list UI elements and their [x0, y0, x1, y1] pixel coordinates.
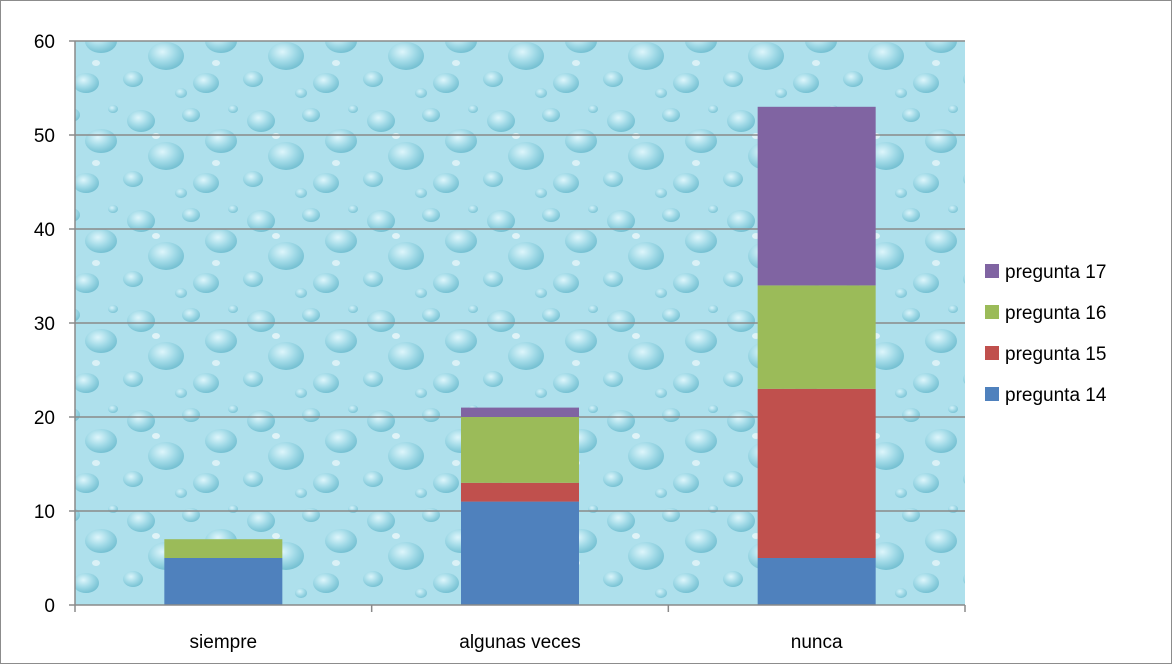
- bar-segment-algunas-veces-pregunta-17: [461, 407, 579, 417]
- y-tick-label-40: 40: [34, 220, 55, 241]
- legend: pregunta 17 pregunta 16 pregunta 15 pregunt…: [985, 262, 1107, 406]
- bar-segment-nunca-pregunta-15: [757, 388, 876, 558]
- x-tick-label-algunas-veces: algunas veces: [459, 632, 580, 653]
- bar-segment-algunas-veces-pregunta-16: [461, 417, 579, 483]
- y-tick-label-20: 20: [34, 408, 55, 429]
- bar-segment-algunas-veces-pregunta-14: [461, 501, 579, 605]
- x-tick-label-nunca: nunca: [791, 632, 843, 653]
- legend-swatch-pregunta-15: [985, 346, 999, 360]
- bar-segment-siempre-pregunta-14: [164, 558, 283, 605]
- bar-segment-algunas-veces-pregunta-15: [461, 482, 579, 502]
- bar-segment-siempre-pregunta-16: [164, 539, 283, 558]
- bar-segment-nunca-pregunta-16: [757, 285, 876, 389]
- bar-segment-nunca-pregunta-17: [757, 106, 876, 286]
- axes: [69, 40, 966, 612]
- legend-label-pregunta-17: pregunta 17: [1005, 262, 1106, 283]
- y-tick-label-50: 50: [34, 126, 55, 147]
- y-tick-label-60: 60: [34, 32, 55, 53]
- y-axis-tick-labels: 0 10 20 30 40 50 60: [34, 32, 55, 617]
- x-tick-label-siempre: siempre: [190, 632, 258, 653]
- legend-swatch-pregunta-17: [985, 264, 999, 278]
- y-tick-label-30: 30: [34, 314, 55, 335]
- bars: [164, 106, 876, 605]
- y-tick-label-10: 10: [34, 502, 55, 523]
- bar-segment-nunca-pregunta-14: [757, 558, 876, 605]
- legend-label-pregunta-14: pregunta 14: [1005, 385, 1107, 406]
- legend-label-pregunta-16: pregunta 16: [1005, 303, 1106, 324]
- x-axis-tick-labels: siempre algunas veces nunca: [190, 632, 843, 653]
- legend-swatch-pregunta-16: [985, 305, 999, 319]
- legend-swatch-pregunta-14: [985, 387, 999, 401]
- y-tick-label-0: 0: [44, 596, 55, 617]
- legend-label-pregunta-15: pregunta 15: [1005, 344, 1106, 365]
